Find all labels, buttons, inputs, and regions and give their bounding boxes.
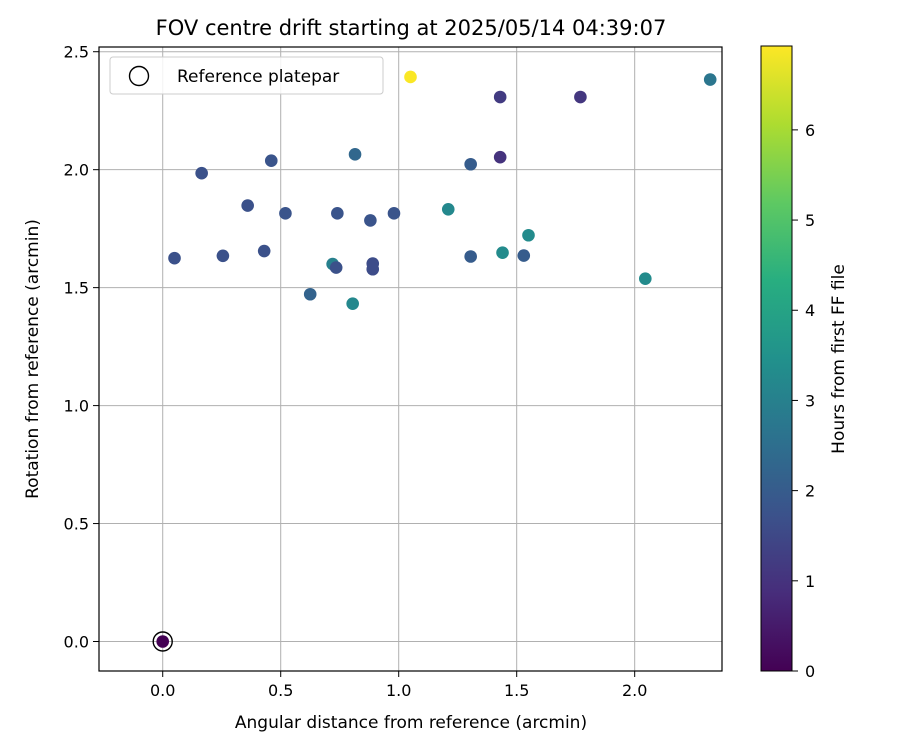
- data-point: [331, 207, 344, 220]
- data-point: [574, 90, 587, 104]
- x-axis-label: Angular distance from reference (arcmin): [235, 713, 587, 733]
- colorbar-gradient: [760, 45, 793, 672]
- y-tick-label: 0.0: [64, 633, 89, 652]
- data-point: [241, 199, 254, 212]
- data-point: [387, 207, 401, 220]
- data-point: [156, 635, 170, 648]
- colorbar-tick-label: 4: [805, 301, 815, 320]
- x-tick-label: 0.0: [150, 681, 175, 700]
- data-point: [441, 203, 455, 216]
- plot-frame: [98, 46, 723, 672]
- x-axis-ticks: 0.0 0.5 1.0 1.5 2.0: [150, 671, 647, 700]
- data-point: [195, 166, 208, 180]
- y-axis-ticks: 0.0 0.5 1.0 1.5 2.0 2.5: [64, 43, 99, 652]
- data-point: [464, 250, 477, 263]
- data-point: [279, 207, 292, 220]
- x-tick-label: 2.0: [622, 681, 647, 700]
- colorbar-ticks: 0 1 2 3 4 5 6: [792, 121, 815, 681]
- y-tick-label: 1.5: [64, 279, 89, 298]
- data-point: [703, 73, 717, 86]
- data-point: [348, 148, 362, 161]
- data-point: [364, 214, 377, 227]
- legend: Reference platepar: [109, 56, 384, 95]
- data-point: [496, 246, 509, 260]
- legend-marker-open-circle: [128, 65, 150, 87]
- data-point: [346, 297, 359, 310]
- colorbar-tick-label: 5: [805, 211, 815, 230]
- colorbar-tick-label: 3: [805, 391, 815, 410]
- x-tick-label: 0.5: [268, 681, 293, 700]
- grid: [99, 47, 722, 671]
- data-point: [639, 272, 652, 285]
- colorbar-tick-label: 6: [805, 121, 815, 140]
- colorbar-label: Hours from first FF file: [829, 264, 849, 454]
- y-tick-label: 0.5: [64, 515, 89, 534]
- colorbar-tick-label: 2: [805, 482, 815, 501]
- data-points: [152, 70, 717, 652]
- y-axis-label: Rotation from reference (arcmin): [23, 219, 43, 499]
- data-point: [366, 262, 380, 276]
- data-point: [517, 249, 531, 262]
- x-tick-label: 1.0: [386, 681, 411, 700]
- data-point: [264, 154, 278, 168]
- chart-title: FOV centre drift starting at 2025/05/14 …: [156, 16, 667, 40]
- legend-entry-reference-platepar: Reference platepar: [177, 67, 339, 87]
- reference-platepar-marker: [152, 631, 173, 652]
- data-point: [303, 287, 317, 301]
- data-point: [216, 249, 230, 263]
- y-tick-label: 2.0: [64, 161, 89, 180]
- y-tick-label: 1.0: [64, 397, 89, 416]
- data-point: [329, 261, 343, 274]
- x-tick-label: 1.5: [504, 681, 529, 700]
- y-tick-label: 2.5: [64, 43, 89, 62]
- colorbar-tick-label: 0: [805, 662, 815, 681]
- data-point: [522, 228, 535, 242]
- data-point: [493, 150, 507, 164]
- legend-box: [109, 56, 384, 95]
- data-point: [493, 90, 507, 104]
- colorbar: 0 1 2 3 4 5 6 Hours from first FF file: [760, 45, 849, 681]
- data-point: [464, 157, 477, 171]
- data-point: [404, 70, 417, 84]
- data-point: [257, 244, 271, 258]
- colorbar-tick-label: 1: [805, 572, 815, 591]
- data-point: [168, 251, 181, 265]
